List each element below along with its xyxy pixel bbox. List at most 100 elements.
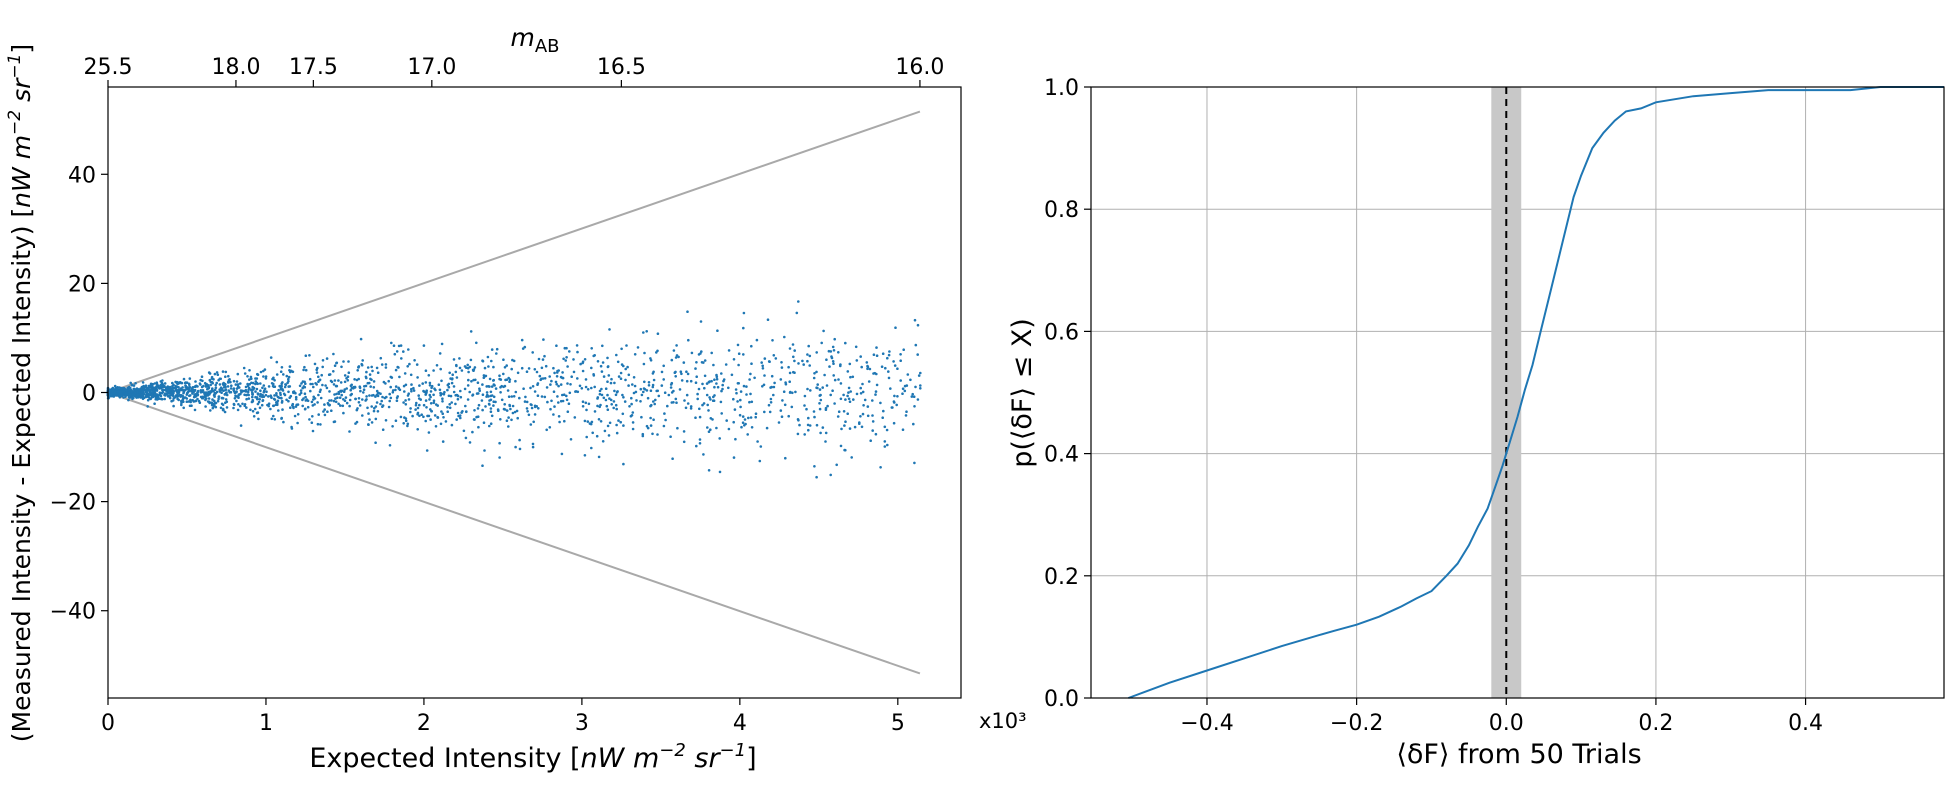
scatter-point (867, 380, 871, 383)
scatter-point (843, 448, 846, 452)
scatter-point (155, 381, 159, 385)
scatter-point (255, 377, 259, 380)
scatter-point (823, 373, 826, 377)
scatter-point (725, 419, 728, 422)
scatter-point (488, 424, 491, 428)
scatter-point (194, 385, 197, 388)
scatter-point (366, 406, 369, 410)
scatter-point (675, 344, 678, 347)
scatter-point (222, 381, 225, 385)
scatter-point (682, 430, 686, 433)
scatter-point (701, 382, 704, 386)
scatter-point (597, 418, 601, 421)
scatter-point (424, 399, 428, 402)
right-y-axis-label: p(⟨δF⟩ ≤ X) (1007, 318, 1038, 468)
scatter-point (342, 411, 345, 415)
scatter-point (481, 383, 484, 386)
scatter-point (259, 392, 262, 396)
scatter-point (602, 396, 606, 400)
scatter-point (502, 407, 506, 411)
scatter-point (180, 381, 184, 385)
right-y-tick-label: 0.2 (1044, 565, 1079, 590)
scatter-point (875, 346, 878, 349)
scatter-point (426, 414, 429, 418)
scatter-point (901, 387, 905, 391)
scatter-point (415, 401, 418, 405)
scatter-point (563, 346, 567, 350)
scatter-point (860, 365, 863, 369)
scatter-point (171, 394, 175, 398)
scatter-point (892, 360, 895, 363)
scatter-point (452, 385, 456, 388)
scatter-point (798, 423, 801, 427)
scatter-point (489, 410, 493, 414)
scatter-point (761, 364, 764, 368)
scatter-point (365, 398, 368, 401)
scatter-point (821, 386, 824, 389)
scatter-point (275, 392, 278, 395)
scatter-point (402, 384, 406, 388)
scatter-point (727, 386, 730, 390)
scatter-point (179, 394, 182, 398)
scatter-point (410, 390, 413, 393)
scatter-point (375, 401, 379, 404)
scatter-point (406, 422, 410, 426)
scatter-point (625, 344, 628, 347)
scatter-point (689, 405, 693, 408)
scatter-point (403, 390, 406, 393)
scatter-point (116, 387, 119, 391)
scatter-point (127, 385, 131, 389)
scatter-point (521, 347, 525, 350)
scatter-point (530, 406, 534, 410)
scatter-point (433, 387, 436, 391)
scatter-point (145, 387, 148, 390)
scatter-point (398, 388, 402, 392)
left-top-mab-ticks: 25.5 18.0 17.5 17.0 16.5 16.0 (84, 55, 944, 87)
scatter-point (220, 396, 224, 400)
scatter-point (311, 382, 314, 386)
scatter-point (270, 417, 274, 421)
scatter-point (866, 405, 870, 408)
scatter-point (161, 379, 164, 382)
scatter-point (702, 453, 705, 456)
scatter-point (177, 391, 181, 394)
scatter-point (182, 377, 186, 381)
scatter-point (261, 386, 264, 390)
scatter-point (634, 390, 638, 394)
scatter-point (815, 370, 818, 374)
scatter-point (662, 364, 665, 368)
left-y-axis-label-unit: nW m (7, 135, 36, 208)
scatter-point (259, 370, 263, 374)
scatter-point (482, 421, 486, 425)
scatter-point (720, 372, 723, 375)
scatter-point (485, 391, 489, 394)
scatter-point (505, 364, 509, 367)
scatter-point (325, 357, 329, 360)
scatter-point (649, 424, 653, 427)
scatter-point (732, 456, 736, 459)
scatter-point (275, 360, 279, 364)
scatter-point (301, 404, 305, 408)
scatter-point (188, 377, 192, 380)
scatter-point (213, 388, 217, 392)
scatter-point (652, 418, 655, 422)
scatter-point (919, 387, 922, 390)
scatter-point (213, 403, 216, 407)
scatter-point (807, 416, 810, 420)
scatter-point (522, 387, 525, 391)
scatter-point (464, 404, 467, 408)
scatter-point (604, 387, 608, 391)
scatter-point (335, 384, 339, 388)
scatter-point (791, 391, 794, 395)
scatter-point (780, 366, 784, 369)
left-y-tick-label: 20 (68, 272, 96, 297)
scatter-point (842, 410, 846, 413)
scatter-point (781, 399, 784, 402)
scatter-point (824, 431, 828, 435)
scatter-point (589, 422, 593, 426)
scatter-point (906, 373, 910, 376)
scatter-point (533, 368, 537, 371)
scatter-point (539, 378, 542, 382)
scatter-point (311, 415, 314, 418)
scatter-point (784, 456, 787, 460)
